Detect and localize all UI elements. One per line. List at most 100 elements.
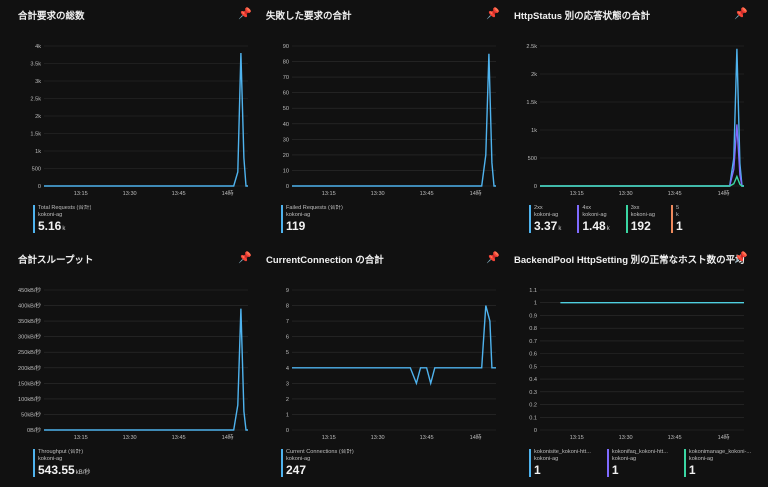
tile-failed-requests[interactable]: 失敗した要求の合計 📌 90 80 70 60 50 40 30 20 10 0 13:15 13:3… bbox=[256, 0, 504, 243]
legend-resource: kokoni-ag bbox=[38, 211, 63, 218]
y-tick-label: 4k bbox=[35, 44, 41, 50]
legend-value: 1.48k bbox=[582, 219, 610, 233]
legend-unit: kB/秒 bbox=[75, 470, 91, 476]
pin-icon[interactable]: 📌 bbox=[486, 252, 500, 264]
series-line bbox=[540, 48, 744, 187]
legend-color-bar bbox=[33, 449, 35, 477]
legend-item[interactable]: Total Requests (合計) kokoni-ag 5.16k bbox=[33, 205, 91, 235]
x-tick-label: 13:30 bbox=[123, 191, 137, 197]
pin-icon[interactable]: 📌 bbox=[238, 252, 252, 264]
legend-unit: k bbox=[558, 226, 562, 232]
x-tick-label: 13:15 bbox=[322, 191, 336, 197]
tile-healthy-hosts[interactable]: BackendPool HttpSetting 別の正常なホスト数の平均 📌 1… bbox=[504, 244, 752, 487]
y-tick-label: 100kB/秒 bbox=[18, 395, 41, 403]
series-line bbox=[292, 53, 496, 187]
legend-item[interactable]: Failed Requests (合計) kokoni-ag 119 bbox=[281, 205, 343, 235]
x-tick-label: 13:30 bbox=[371, 435, 385, 441]
y-tick-label: 0.8 bbox=[529, 326, 537, 332]
y-tick-label: 0.2 bbox=[529, 403, 537, 409]
tile-title: BackendPool HttpSetting 別の正常なホスト数の平均 bbox=[514, 255, 745, 266]
y-tick-label: 60 bbox=[283, 91, 289, 97]
legend-label: Failed Requests (合計) bbox=[286, 205, 343, 211]
y-tick-label: 0.9 bbox=[529, 313, 537, 319]
y-tick-label: 1.1 bbox=[529, 288, 537, 294]
x-tick-label: 14時 bbox=[718, 433, 730, 441]
y-tick-label: 3 bbox=[286, 381, 289, 387]
legend-resource: kokoni-ag bbox=[286, 211, 311, 218]
legend-value: 543.55kB/秒 bbox=[38, 463, 91, 477]
tile-title: HttpStatus 別の応答状態の合計 bbox=[514, 11, 651, 22]
tile-http-status[interactable]: HttpStatus 別の応答状態の合計 📌 2.5k 2k 1.5k 1k 500 0 1… bbox=[504, 0, 752, 243]
y-tick-label: 0.4 bbox=[529, 377, 537, 383]
x-tick-label: 13:45 bbox=[172, 191, 186, 197]
legend-label: Throughput (合計) bbox=[38, 449, 84, 455]
y-tick-label: 2 bbox=[286, 397, 289, 403]
y-tick-label: 400kB/秒 bbox=[18, 302, 41, 310]
legend-value: 192 bbox=[630, 219, 651, 233]
pin-icon[interactable]: 📌 bbox=[734, 252, 748, 264]
legend-resource: kokoni-ag bbox=[630, 211, 655, 218]
y-tick-label: 300kB/秒 bbox=[18, 333, 41, 341]
legend-resource: kokoni-ag bbox=[38, 455, 63, 462]
chart: 4k 3.5k 3k 2.5k 2k 1.5k 1k 500 0 13:15 13:30 13:45 1… bbox=[30, 44, 248, 197]
legend: kokonisite_kokoni-htt... kokoni-ag 1 kokoni… bbox=[529, 449, 751, 479]
pin-icon[interactable]: 📌 bbox=[238, 8, 252, 20]
y-tick-label: 30 bbox=[283, 137, 289, 143]
y-tick-label: 0.3 bbox=[529, 390, 537, 396]
legend-item[interactable]: kokonimanage_kokoni-... kokoni-ag 1 bbox=[683, 449, 752, 479]
legend-value: 1 bbox=[688, 463, 696, 477]
chart: 1.1 1 0.9 0.8 0.7 0.6 0.5 0.4 0.3 0.2 0.1 0 13:15 13:… bbox=[529, 288, 744, 441]
legend-color-bar bbox=[281, 449, 283, 477]
legend-item[interactable]: 3xx kokoni-ag 192 bbox=[625, 205, 655, 235]
y-tick-label: 150kB/秒 bbox=[18, 379, 41, 387]
chart: 450kB/秒 400kB/秒 350kB/秒 300kB/秒 250kB/秒 200kB… bbox=[18, 286, 248, 441]
y-tick-label: 2k bbox=[35, 114, 41, 120]
legend-color-bar bbox=[606, 449, 609, 477]
legend-label: kokonisite_kokoni-htt... bbox=[534, 449, 591, 455]
chart: 2.5k 2k 1.5k 1k 500 0 13:15 13:30 13:45 14時 bbox=[526, 44, 744, 197]
x-tick-label: 14時 bbox=[470, 433, 482, 441]
y-tick-label: 8 bbox=[286, 304, 289, 310]
tile-total-requests[interactable]: 合計要求の総数 📌 4k 3.5k 3k 2.5k 2k 1.5k 1k 500 0 13:15 1… bbox=[8, 0, 256, 243]
legend-color-bar bbox=[529, 205, 531, 233]
legend-color-bar bbox=[683, 449, 686, 477]
x-tick-label: 13:45 bbox=[420, 435, 434, 441]
y-tick-label: 0 bbox=[534, 428, 537, 434]
y-tick-label: 10 bbox=[283, 168, 289, 174]
y-tick-label: 0.7 bbox=[529, 339, 537, 345]
y-tick-label: 1k bbox=[35, 149, 41, 155]
x-tick-label: 13:30 bbox=[371, 191, 385, 197]
legend-value: 1 bbox=[611, 463, 619, 477]
y-tick-label: 450kB/秒 bbox=[18, 286, 41, 294]
legend-label: Total Requests (合計) bbox=[38, 205, 92, 211]
pin-icon[interactable]: 📌 bbox=[734, 8, 748, 20]
legend-item[interactable]: kokonisite_kokoni-htt... kokoni-ag 1 bbox=[529, 449, 591, 479]
tile-throughput[interactable]: 合計スループット 📌 450kB/秒 400kB/秒 350kB/秒 300kB/秒 2… bbox=[8, 244, 256, 487]
legend-resource: kokoni-ag bbox=[286, 455, 311, 462]
tile-current-connection[interactable]: CurrentConnection の合計 📌 9 8 7 6 5 4 3 2 1 0 13:15 1… bbox=[256, 244, 504, 487]
y-tick-label: 3k bbox=[35, 79, 41, 85]
legend-resource: k bbox=[675, 211, 679, 218]
pin-icon[interactable]: 📌 bbox=[486, 8, 500, 20]
x-tick-label: 13:15 bbox=[74, 191, 88, 197]
legend-item[interactable]: Throughput (合計) kokoni-ag 543.55kB/秒 bbox=[33, 449, 90, 479]
legend-unit: k bbox=[62, 226, 66, 232]
y-tick-label: 2.5k bbox=[30, 97, 41, 103]
legend-resource: kokoni-ag bbox=[534, 455, 559, 462]
x-tick-label: 14時 bbox=[718, 189, 730, 197]
y-tick-label: 0 bbox=[534, 184, 537, 190]
legend-item[interactable]: 4xx kokoni-ag 1.48k bbox=[577, 205, 610, 235]
y-tick-label: 350kB/秒 bbox=[18, 317, 41, 325]
chart: 9 8 7 6 5 4 3 2 1 0 13:15 13:30 13:45 14時 bbox=[286, 288, 496, 441]
legend-item[interactable]: 2xx kokoni-ag 3.37k bbox=[529, 205, 561, 235]
legend-item[interactable]: Current Connections (合計) kokoni-ag 247 bbox=[281, 449, 354, 479]
y-tick-label: 6 bbox=[286, 335, 289, 341]
legend-item[interactable]: kokonifaq_kokoni-htt... kokoni-ag 1 bbox=[606, 449, 668, 479]
legend-label: Current Connections (合計) bbox=[286, 449, 354, 455]
legend: Failed Requests (合計) kokoni-ag 119 bbox=[281, 205, 343, 235]
x-tick-label: 14時 bbox=[470, 189, 482, 197]
y-tick-label: 200kB/秒 bbox=[18, 364, 41, 372]
legend-label: kokonimanage_kokoni-... bbox=[688, 449, 752, 455]
